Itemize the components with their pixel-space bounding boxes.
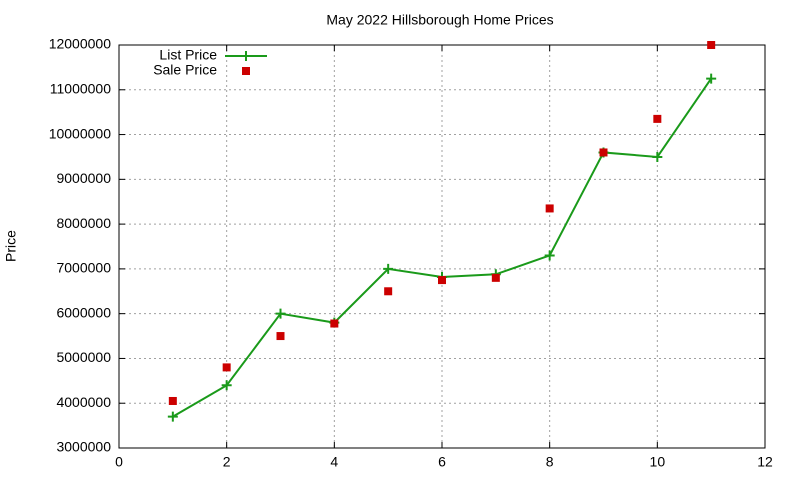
x-tick-label: 6 <box>438 454 446 470</box>
x-tick-label: 2 <box>223 454 231 470</box>
y-tick-label: 3000000 <box>56 439 111 455</box>
x-tick-label: 8 <box>546 454 554 470</box>
y-tick-label: 6000000 <box>56 304 111 320</box>
point-marker <box>330 319 339 328</box>
point-marker <box>276 332 285 341</box>
point-marker <box>222 363 231 372</box>
point-marker <box>383 263 394 274</box>
point-marker <box>438 276 446 285</box>
point-marker <box>653 114 662 123</box>
y-tick-label: 7000000 <box>56 260 111 276</box>
chart-title: May 2022 Hillsborough Home Prices <box>326 12 553 28</box>
x-tick-label: 4 <box>330 454 338 470</box>
point-marker <box>544 250 555 261</box>
point-marker <box>491 273 500 282</box>
y-tick-label: 11000000 <box>50 80 111 96</box>
legend-label: Sale Price <box>153 62 217 78</box>
point-marker <box>707 41 716 49</box>
y-tick-label: 4000000 <box>56 394 111 410</box>
x-tick-label: 10 <box>650 454 666 470</box>
legend-marker <box>241 51 251 61</box>
point-marker <box>545 204 554 213</box>
point-marker <box>652 151 663 162</box>
point-marker <box>275 308 286 319</box>
y-tick-label: 9000000 <box>56 170 111 186</box>
y-tick-label: 8000000 <box>56 215 111 231</box>
y-tick-label: 10000000 <box>49 125 112 141</box>
x-tick-label: 0 <box>115 454 123 470</box>
point-marker <box>384 287 393 296</box>
legend-label: List Price <box>159 47 217 63</box>
y-axis-label: Price <box>3 230 19 262</box>
point-marker <box>706 73 717 84</box>
point-marker <box>168 396 177 405</box>
legend-marker <box>242 67 250 75</box>
point-marker <box>167 411 178 422</box>
y-tick-label: 12000000 <box>49 36 112 52</box>
y-tick-label: 5000000 <box>56 349 111 365</box>
point-marker <box>221 380 232 391</box>
x-tick-label: 12 <box>757 454 773 470</box>
point-marker <box>599 148 608 157</box>
plot-frame <box>118 44 766 449</box>
